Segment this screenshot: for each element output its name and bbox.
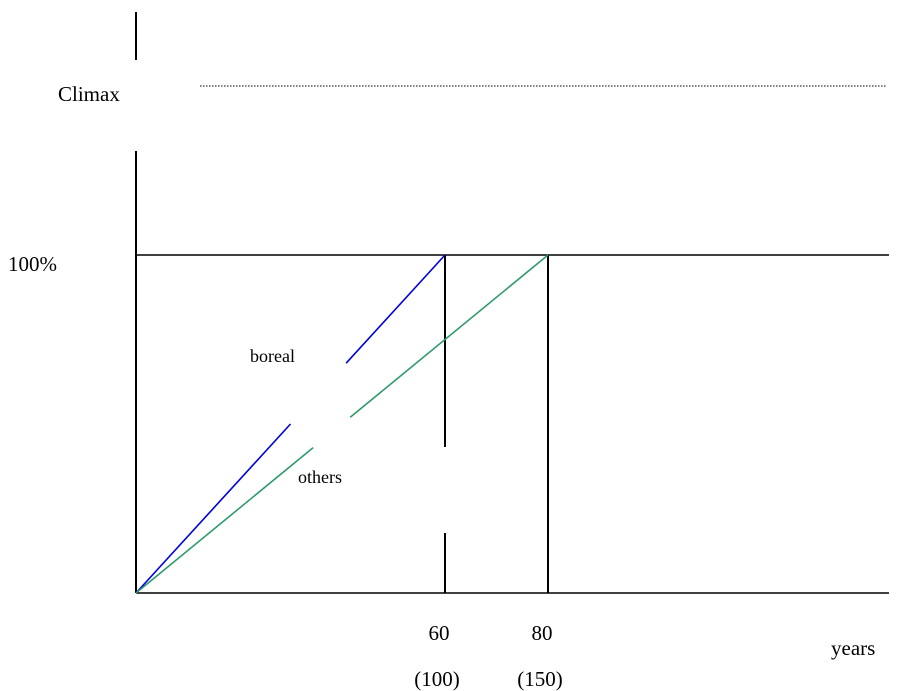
series-line-others-upper [349,254,549,418]
x-tick-label-80: 80 [532,621,553,645]
x-tick-sublabel-60: (100) [414,667,460,691]
x-tick-sublabel-80: (150) [517,667,563,691]
climax-label: Climax [58,82,120,106]
x-axis-title: years [831,636,875,660]
series-label-boreal: boreal [250,346,295,366]
series-line-boreal-upper [345,254,446,364]
series-line-boreal-lower [135,423,292,594]
x-tick-label-60: 60 [429,621,450,645]
y-tick-label-100: 100% [8,252,57,276]
series-label-others: others [298,467,342,487]
series-line-others-lower [135,447,314,594]
